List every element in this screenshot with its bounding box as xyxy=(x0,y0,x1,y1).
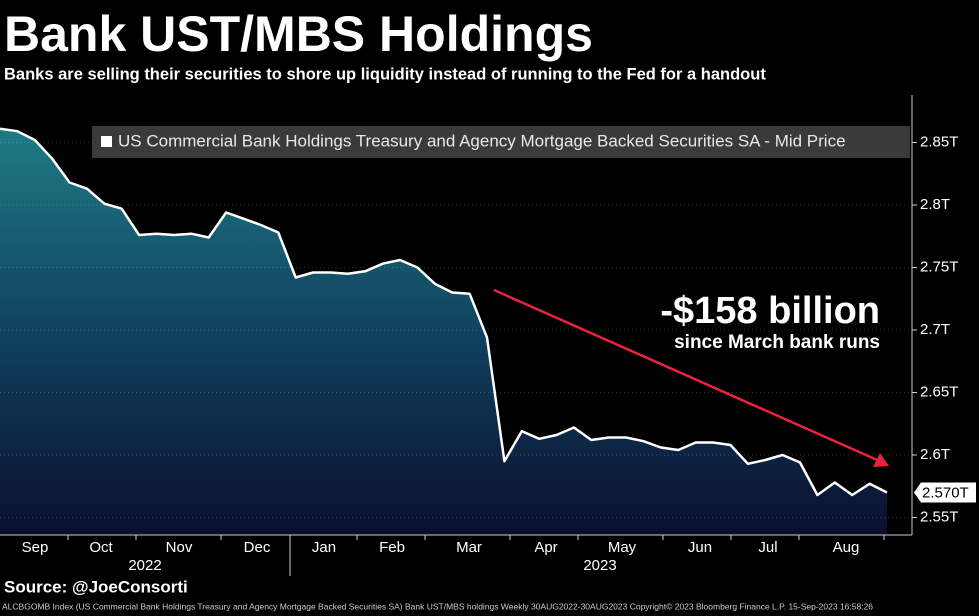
legend-label: US Commercial Bank Holdings Treasury and… xyxy=(118,131,846,150)
x-tick-label: Aug xyxy=(833,539,860,556)
x-tick-label: Jul xyxy=(758,539,777,556)
x-tick-label: Sep xyxy=(22,539,49,556)
year-label: 2023 xyxy=(583,557,616,574)
y-tick-label: 2.75T xyxy=(920,258,958,275)
x-tick-label: Jun xyxy=(688,539,712,556)
x-tick-label: Nov xyxy=(166,539,193,556)
value-label-box xyxy=(914,482,976,503)
arrow xyxy=(493,288,885,465)
arrow-head xyxy=(873,453,889,467)
value-label: 2.570T xyxy=(922,484,969,501)
chart-title: Bank UST/MBS Holdings xyxy=(4,6,593,62)
x-tick-label: Jan xyxy=(312,539,336,556)
annotation: -$158 billion xyxy=(660,290,880,332)
x-tick-label: May xyxy=(608,539,637,556)
x-tick-label: Oct xyxy=(89,539,113,556)
y-tick-label: 2.7T xyxy=(920,321,950,338)
y-tick-label: 2.8T xyxy=(920,196,950,213)
area xyxy=(0,128,887,535)
line xyxy=(0,127,888,497)
year-label: 2022 xyxy=(128,557,161,574)
footer: ALCBGOMB Index (US Commercial Bank Holdi… xyxy=(2,601,873,611)
legend-swatch xyxy=(101,136,112,147)
x-tick-label: Dec xyxy=(244,539,271,556)
x-tick-label: Feb xyxy=(379,539,405,556)
source: Source: @JoeConsorti xyxy=(4,577,188,596)
legend-box xyxy=(92,126,910,158)
x-tick-label: Apr xyxy=(534,539,557,556)
annotation-sub: since March bank runs xyxy=(674,332,880,353)
y-tick-label: 2.65T xyxy=(920,383,958,400)
y-tick-label: 2.6T xyxy=(920,446,950,463)
plot-area: 2.55T 2.6T 2.65T 2.7T 2.75T 2.8T 2.85T 2.570T Se… xyxy=(0,95,976,576)
x-tick-label: Mar xyxy=(456,539,482,556)
y-tick-label: 2.85T xyxy=(920,133,958,150)
chart-subtitle: Banks are selling their securities to sh… xyxy=(4,65,766,83)
y-tick-label: 2.55T xyxy=(920,508,958,525)
